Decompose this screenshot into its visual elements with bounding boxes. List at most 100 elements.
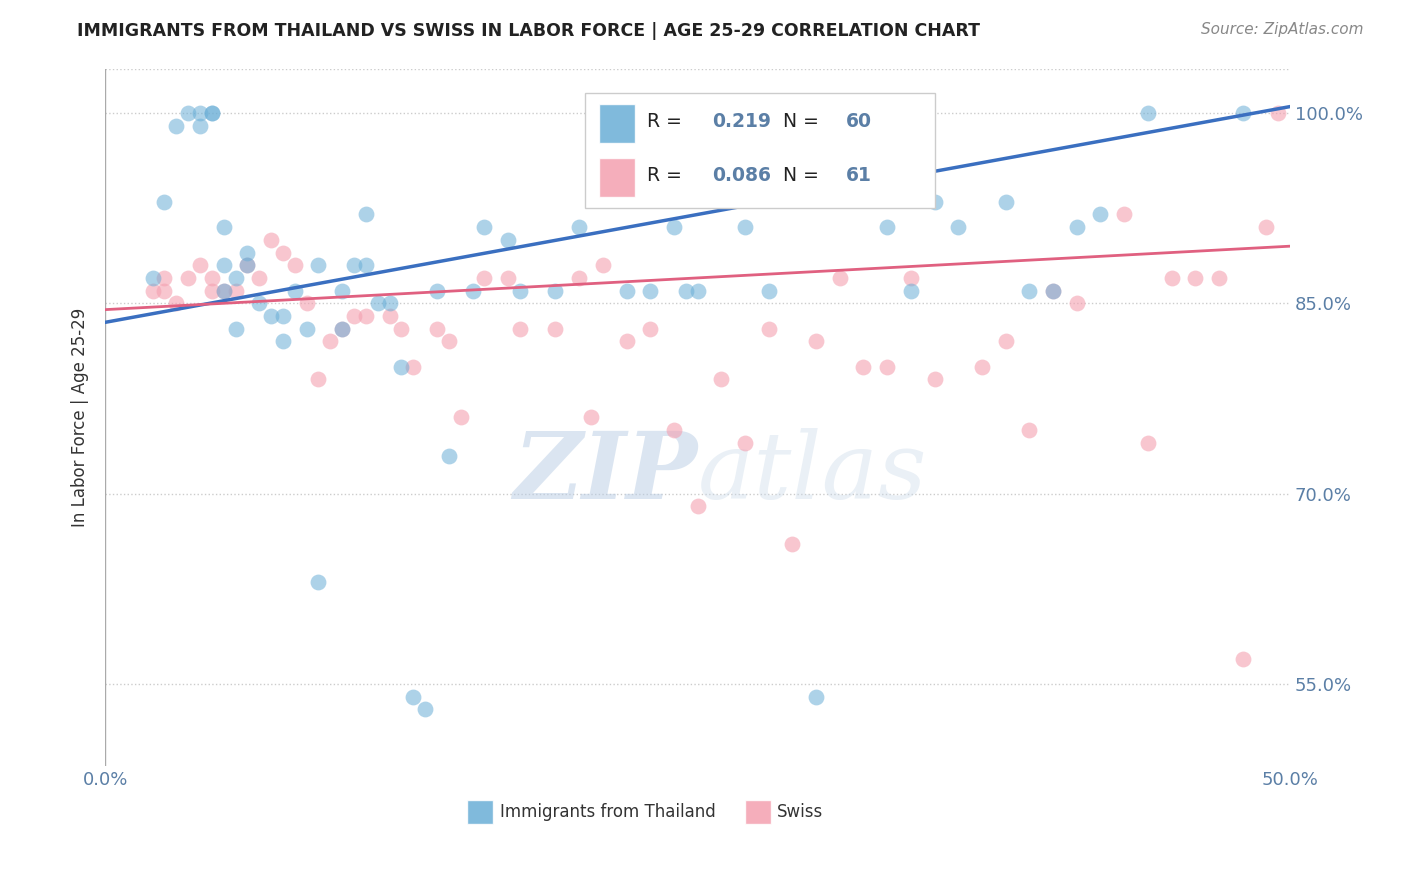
Point [295, 296, 318, 310]
Text: 0.086: 0.086 [711, 166, 770, 186]
Point [271, 245, 294, 260]
Point [592, 258, 614, 272]
Bar [467, 800, 492, 824]
Point [1136, 106, 1159, 120]
Point [165, 119, 187, 133]
Point [1256, 220, 1278, 235]
Text: IMMIGRANTS FROM THAILAND VS SWISS IN LABOR FORCE | AGE 25-29 CORRELATION CHART: IMMIGRANTS FROM THAILAND VS SWISS IN LAB… [77, 22, 980, 40]
Point [579, 410, 602, 425]
Point [804, 334, 827, 349]
Point [354, 309, 377, 323]
Point [876, 220, 898, 235]
Point [236, 258, 259, 272]
Point [153, 284, 176, 298]
Point [461, 284, 484, 298]
Point [994, 194, 1017, 209]
Point [758, 321, 780, 335]
Point [1160, 271, 1182, 285]
Point [367, 296, 389, 310]
Point [153, 194, 176, 209]
Text: 0.219: 0.219 [711, 112, 770, 131]
Point [675, 284, 697, 298]
Point [1042, 284, 1064, 298]
Point [616, 284, 638, 298]
Bar [599, 159, 636, 197]
Point [1184, 271, 1206, 285]
Point [378, 296, 401, 310]
Point [948, 220, 970, 235]
Point [236, 258, 259, 272]
Point [247, 296, 270, 310]
Point [758, 284, 780, 298]
Point [188, 119, 211, 133]
Point [402, 359, 425, 374]
Point [295, 321, 318, 335]
Text: N =: N = [783, 166, 825, 186]
Point [260, 233, 283, 247]
Text: ZIP: ZIP [513, 428, 697, 518]
Point [354, 258, 377, 272]
Point [734, 435, 756, 450]
Point [212, 220, 235, 235]
Point [544, 321, 567, 335]
Point [319, 334, 342, 349]
Bar [599, 104, 636, 143]
Point [568, 271, 591, 285]
Point [437, 449, 460, 463]
Point [212, 284, 235, 298]
Point [852, 359, 875, 374]
Point [804, 690, 827, 704]
Point [188, 106, 211, 120]
Text: 61: 61 [846, 166, 872, 186]
Point [201, 271, 224, 285]
Bar [745, 800, 770, 824]
Point [413, 702, 436, 716]
Point [616, 334, 638, 349]
Point [284, 284, 307, 298]
Point [177, 106, 200, 120]
Point [225, 271, 247, 285]
Point [391, 321, 413, 335]
Point [284, 258, 307, 272]
Point [142, 271, 165, 285]
Point [236, 245, 259, 260]
Point [271, 334, 294, 349]
Point [638, 284, 661, 298]
Point [343, 309, 366, 323]
Text: atlas: atlas [697, 428, 927, 518]
Point [378, 309, 401, 323]
Text: Source: ZipAtlas.com: Source: ZipAtlas.com [1201, 22, 1364, 37]
Point [153, 271, 176, 285]
Text: Swiss: Swiss [778, 803, 824, 821]
Point [472, 271, 495, 285]
Point [177, 271, 200, 285]
Point [426, 284, 449, 298]
Point [472, 220, 495, 235]
Point [662, 220, 685, 235]
Point [437, 334, 460, 349]
Point [212, 284, 235, 298]
Point [308, 575, 330, 590]
Point [828, 271, 851, 285]
Text: R =: R = [647, 166, 688, 186]
Point [638, 321, 661, 335]
Point [900, 284, 922, 298]
Point [544, 284, 567, 298]
Point [225, 321, 247, 335]
Point [1136, 435, 1159, 450]
Point [1066, 220, 1088, 235]
Y-axis label: In Labor Force | Age 25-29: In Labor Force | Age 25-29 [72, 308, 89, 527]
Point [1267, 106, 1289, 120]
Point [188, 258, 211, 272]
Point [1042, 284, 1064, 298]
Point [402, 690, 425, 704]
Text: 60: 60 [846, 112, 872, 131]
Point [260, 309, 283, 323]
Point [330, 284, 353, 298]
Point [876, 359, 898, 374]
Point [330, 321, 353, 335]
Point [308, 258, 330, 272]
Point [450, 410, 472, 425]
Point [509, 321, 531, 335]
Point [496, 233, 519, 247]
